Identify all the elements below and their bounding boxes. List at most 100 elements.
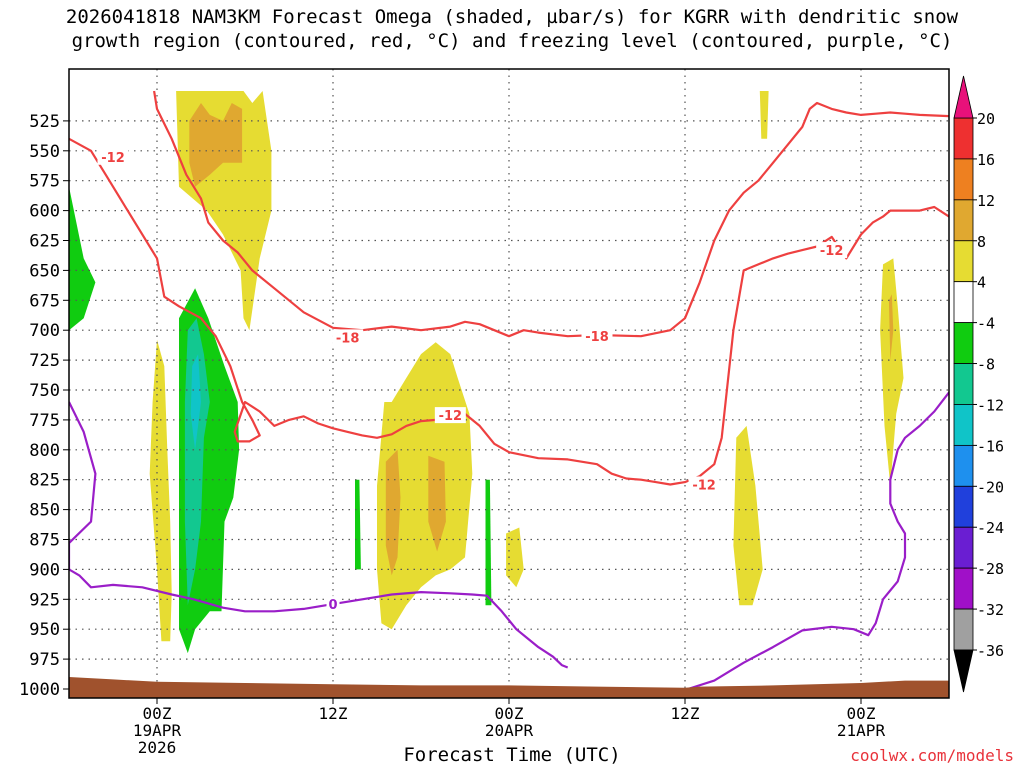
omega-region-yellow-late-upper (759, 91, 769, 139)
omega-region-yellow-small-blob (506, 527, 524, 588)
colorbar-bin-1 (953, 158, 974, 201)
colorbar-bin-6 (953, 363, 974, 405)
y-tick-label-875: 875 (29, 531, 60, 551)
contour-label-bg-6 (326, 596, 340, 613)
colorbar-label-13: -36 (977, 642, 1004, 660)
contour-label-bg-0 (97, 148, 129, 165)
colorbar-bin-4 (953, 281, 974, 324)
contour-label-0: -12 (101, 151, 125, 166)
y-tick-label-775: 775 (29, 411, 60, 431)
colorbar-label-3: 8 (977, 233, 986, 251)
x-tick-label-2-1: 20APR (485, 721, 534, 740)
colorbar-label-9: -20 (977, 478, 1004, 496)
y-tick-label-700: 700 (29, 321, 60, 341)
x-tick-label-0-1: 19APR (133, 721, 182, 740)
colorbar-label-6: -8 (977, 356, 995, 374)
chart-title-line-2: growth region (contoured, red, °C) and f… (71, 30, 953, 52)
omega-region-cyan-core (190, 354, 201, 450)
colorbar-label-5: -4 (977, 315, 995, 333)
y-tick-label-750: 750 (29, 381, 60, 401)
y-tick-label-850: 850 (29, 501, 60, 521)
colorbar-bin-12 (953, 608, 974, 651)
y-axis: 525 550 575 600 625 650 675 700 725 750 775 800 825 8… (19, 112, 69, 700)
colorbar-label-8: -16 (977, 437, 1004, 455)
x-tick-label-0-2: 2026 (138, 738, 177, 757)
contour-label-bg-4 (688, 476, 720, 493)
omega-region-orange-upper-plume (189, 103, 243, 187)
y-tick-label-600: 600 (29, 202, 60, 222)
contour-label-1: -18 (336, 331, 360, 346)
colorbar-label-7: -12 (977, 396, 1004, 414)
ground-layer (69, 677, 949, 698)
colorbar-label-4: 4 (977, 274, 986, 292)
y-tick-label-525: 525 (29, 112, 60, 132)
colorbar-bin-8 (953, 444, 974, 487)
omega-region-green-early-upper (69, 186, 96, 331)
colorbar-bin-10 (953, 526, 974, 569)
chart-title-line-1: 2026041818 NAM3KM Forecast Omega (shaded… (65, 6, 959, 28)
contour-label-bg-3 (434, 407, 466, 424)
colorbar-bin-3 (953, 240, 974, 283)
omega-region-yellow-late-right (880, 258, 904, 486)
colorbar-label-1: 16 (977, 151, 995, 169)
contour-label-6: 0 (328, 598, 337, 613)
grid-layer (69, 69, 949, 698)
ground-surface (69, 677, 949, 698)
contour-label-3: -12 (439, 409, 463, 424)
omega-region-yellow-late-mid (733, 425, 763, 606)
colorbar-bin-5 (953, 322, 974, 364)
colorbar-bin-11 (953, 567, 974, 610)
colorbar-top-arrow (953, 75, 974, 119)
colorbar-label-2: 12 (977, 192, 995, 210)
omega-region-green-thin-b (485, 479, 492, 606)
x-axis-label: Forecast Time (UTC) (403, 744, 621, 766)
omega-region-green-thin-a (355, 479, 361, 570)
y-tick-label-625: 625 (29, 232, 60, 252)
colorbar: 20 16 12 8 4 -4 -8 -12 -16 -20 -24 -28 -32 -36 (953, 75, 1004, 693)
y-tick-label-975: 975 (29, 650, 60, 670)
omega-region-yellow-early-column (149, 339, 172, 642)
y-tick-label-825: 825 (29, 471, 60, 491)
contour-dgz-minus-18 (153, 90, 949, 338)
contour-freezing-level-late (687, 391, 949, 691)
colorbar-bin-9 (953, 485, 974, 528)
contour-label-4: -12 (692, 478, 716, 493)
x-tick-label-4-1: 21APR (837, 721, 886, 740)
y-tick-label-800: 800 (29, 441, 60, 461)
colorbar-bin-2 (953, 199, 974, 242)
y-tick-label-1000: 1000 (19, 680, 60, 700)
colorbar-label-10: -24 (977, 519, 1004, 537)
colorbar-bin-7 (953, 404, 974, 446)
contour-label-bg-2 (581, 328, 613, 345)
x-tick-label-0-0: 00Z (143, 704, 172, 723)
omega-region-orange-late-right (888, 294, 894, 361)
y-tick-label-675: 675 (29, 291, 60, 311)
x-tick-label-2-0: 00Z (495, 704, 524, 723)
colorbar-bottom-arrow (953, 649, 974, 693)
credit-text[interactable]: coolwx.com/models (850, 746, 1014, 765)
contour-freezing-level-zero (69, 401, 569, 669)
contour-label-bg-5 (816, 242, 848, 259)
contour-label-2: -18 (585, 330, 609, 345)
colorbar-label-11: -28 (977, 560, 1004, 578)
y-tick-label-650: 650 (29, 261, 60, 281)
x-tick-label-4-0: 00Z (847, 704, 876, 723)
y-tick-label-900: 900 (29, 560, 60, 580)
colorbar-label-0: 20 (977, 110, 995, 128)
omega-region-orange-mid-b (428, 455, 446, 552)
y-tick-label-550: 550 (29, 142, 60, 162)
contour-label-bg-1 (332, 329, 364, 346)
contour-label-layer: -12 -18 -18 -12 -12 -12 0 (97, 148, 848, 613)
contour-label-5: -12 (820, 244, 844, 259)
omega-region-orange-mid-a (385, 449, 401, 576)
y-tick-label-725: 725 (29, 351, 60, 371)
x-tick-label-1-0: 12Z (319, 704, 348, 723)
colorbar-label-12: -32 (977, 601, 1004, 619)
y-tick-label-925: 925 (29, 590, 60, 610)
colorbar-bin-0 (953, 117, 974, 160)
y-tick-label-575: 575 (29, 172, 60, 192)
x-tick-label-3-0: 12Z (671, 704, 700, 723)
y-tick-label-950: 950 (29, 620, 60, 640)
